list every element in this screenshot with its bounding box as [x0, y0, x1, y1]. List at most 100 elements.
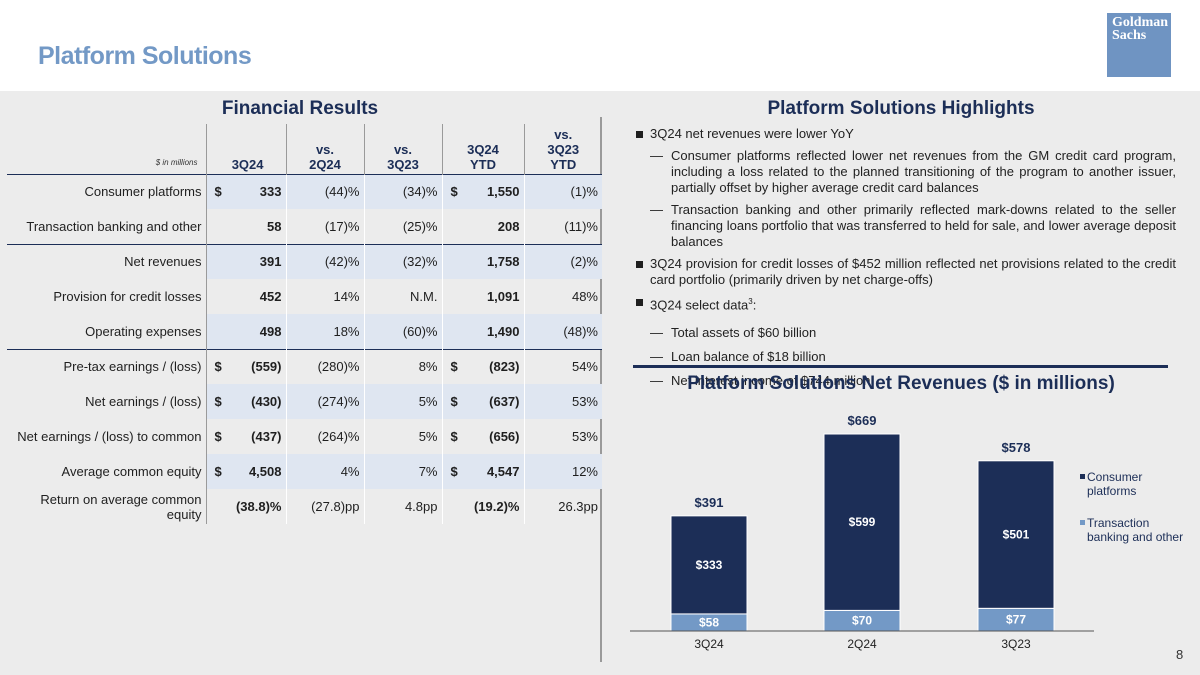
col-header-vs-3q23-ytd-text: vs. 3Q23 YTD	[547, 126, 580, 172]
value-vs-2q24: (44)%	[285, 173, 364, 209]
page-number: 8	[1176, 647, 1184, 662]
value-3q24: (430)	[228, 384, 286, 419]
col-header-vs-3q23: vs. 3Q23	[363, 124, 442, 174]
value-vs-3q23-ytd: 53%	[523, 384, 602, 419]
chart-legend: Consumer platforms Transaction banking an…	[1080, 470, 1190, 562]
value-3q24: 333	[228, 173, 286, 209]
bar-total-label: $391	[695, 495, 724, 510]
col-header-3q24-text: 3Q24	[231, 156, 264, 172]
value-vs-2q24: (264)%	[285, 419, 364, 454]
value-3q24-ytd: 1,758	[464, 243, 524, 279]
value-vs-2q24: (17)%	[285, 209, 364, 244]
col-header-vs-3q23-text: vs. 3Q23	[387, 141, 419, 172]
value-3q24-ytd: 1,550	[464, 173, 524, 209]
bar-total-label: $578	[1002, 440, 1031, 455]
logo-line-1: Goldman	[1112, 15, 1169, 30]
currency-symbol	[205, 209, 228, 244]
value-vs-3q23-ytd: (48)%	[523, 314, 602, 349]
value-vs-2q24: (27.8)pp	[285, 489, 364, 524]
col-header-3q24-ytd: 3Q24 YTD	[441, 124, 524, 174]
bar-value-label: $501	[1003, 528, 1030, 542]
bar-value-label: $70	[852, 614, 872, 628]
page-title: Platform Solutions	[38, 42, 252, 70]
net-revenues-chart: $58 $333 $391 3Q24 $70 $599 $669 2Q24 $77 $501 $57…	[630, 413, 1094, 651]
col-header-3q24-ytd-text: 3Q24 YTD	[467, 141, 499, 172]
value-vs-2q24: (274)%	[285, 384, 364, 419]
value-vs-3q23: 5%	[363, 384, 442, 419]
row-label: Consumer platforms	[7, 173, 206, 209]
value-vs-3q23-ytd: 26.3pp	[523, 489, 602, 524]
value-3q24-ytd: (19.2)%	[473, 499, 520, 514]
highlights-list: 3Q24 net revenues were lower YoY Consumer…	[636, 126, 1176, 395]
highlight-bullet: 3Q24 provision for credit losses of $452…	[636, 256, 1176, 288]
currency-symbol: $	[441, 173, 464, 209]
highlight-sub-bullet: Loan balance of $18 billion	[636, 349, 1176, 365]
value-vs-3q23: 8%	[363, 348, 442, 384]
value-vs-3q23-ytd: 12%	[523, 454, 602, 489]
legend-label: Consumer platforms	[1087, 470, 1143, 498]
currency-symbol: $	[441, 454, 464, 489]
value-vs-3q23: (25)%	[363, 209, 442, 244]
currency-symbol: $	[441, 419, 464, 454]
highlight-text: Net interest income of $744 million	[671, 373, 871, 389]
legend-item: Consumer platforms	[1080, 470, 1190, 498]
value-vs-3q23-ytd: (1)%	[523, 173, 602, 209]
value-3q24-ytd: 208	[497, 218, 520, 234]
row-label: Transaction banking and other	[26, 218, 202, 234]
value-vs-3q23: (34)%	[363, 173, 442, 209]
highlight-bullet: 3Q24 net revenues were lower YoY	[636, 126, 1176, 142]
value-vs-2q24: (42)%	[285, 243, 364, 279]
financial-results-title: Financial Results	[221, 98, 379, 119]
highlight-text: 3Q24 provision for credit losses of $452…	[650, 256, 1176, 287]
value-vs-3q23: (32)%	[363, 243, 442, 279]
units-label: $ in millions	[155, 157, 198, 167]
highlights-rule	[633, 365, 1168, 368]
value-vs-2q24: 4%	[285, 454, 364, 489]
value-3q24: 452	[259, 289, 282, 304]
value-3q24: (437)	[251, 429, 282, 444]
value-vs-2q24: 18%	[285, 314, 364, 349]
currency-symbol	[205, 314, 228, 349]
value-vs-3q23-ytd: 48%	[523, 279, 602, 314]
currency-symbol	[205, 279, 228, 314]
x-tick-label: 3Q24	[694, 637, 724, 651]
currency-symbol: $	[205, 384, 228, 419]
value-3q24-ytd: (823)	[464, 348, 524, 384]
table-row: Average common equity $4,508 4% 7% $4,547 12%	[7, 454, 602, 489]
legend-label: Transaction banking and other	[1087, 516, 1184, 544]
table-row: Net earnings / (loss) $ (430) (274)% 5% $ (637…	[7, 384, 602, 419]
highlight-sub-bullet: Consumer platforms reflected lower net r…	[636, 148, 1176, 196]
value-vs-3q23-ytd: (2)%	[523, 243, 602, 279]
value-vs-2q24: (280)%	[285, 348, 364, 384]
bar-value-label: $599	[849, 515, 876, 529]
currency-symbol: $	[205, 419, 228, 454]
table-row: Provision for credit losses 452 14% N.M. 1,0…	[7, 279, 602, 314]
col-header-vs-2q24-text: vs. 2Q24	[309, 141, 341, 172]
value-3q24: 58	[267, 218, 282, 234]
table-row: Pre-tax earnings / (loss) $ (559) (280)% 8% $…	[7, 348, 602, 384]
chart-title: Platform Solutions Net Revenues ($ in mi…	[687, 373, 1115, 394]
table-row: Return on average common equity (38.8)% (2…	[7, 489, 602, 524]
table-row: Transaction banking and other 58 (17)% (25)…	[7, 209, 602, 244]
row-label: Return on average common equity	[40, 491, 202, 522]
value-vs-3q23-ytd: 53%	[523, 419, 602, 454]
currency-symbol	[441, 314, 464, 349]
bar-total-label: $669	[848, 413, 877, 428]
bar-value-label: $77	[1006, 613, 1026, 627]
x-tick-label: 3Q23	[1001, 637, 1031, 651]
col-header-vs-2q24: vs. 2Q24	[285, 124, 364, 174]
value-vs-3q23: N.M.	[363, 279, 442, 314]
value-vs-3q23-ytd: 54%	[523, 348, 602, 384]
highlight-text: 3Q24 net revenues were lower YoY	[650, 126, 854, 141]
currency-symbol	[441, 243, 464, 279]
value-vs-2q24: 14%	[285, 279, 364, 314]
currency-symbol: $	[205, 454, 228, 489]
row-label: Average common equity	[61, 464, 202, 479]
table-row: Consumer platforms $333 (44)% (34)% $1,550 (1…	[7, 173, 602, 209]
highlight-text: 3Q24 select data	[650, 297, 749, 313]
currency-symbol	[441, 489, 464, 524]
currency-symbol: $	[441, 348, 464, 384]
highlight-text: Total assets of $60 billion	[671, 325, 817, 341]
currency-symbol: $	[205, 173, 228, 209]
legend-swatch	[1080, 474, 1085, 479]
